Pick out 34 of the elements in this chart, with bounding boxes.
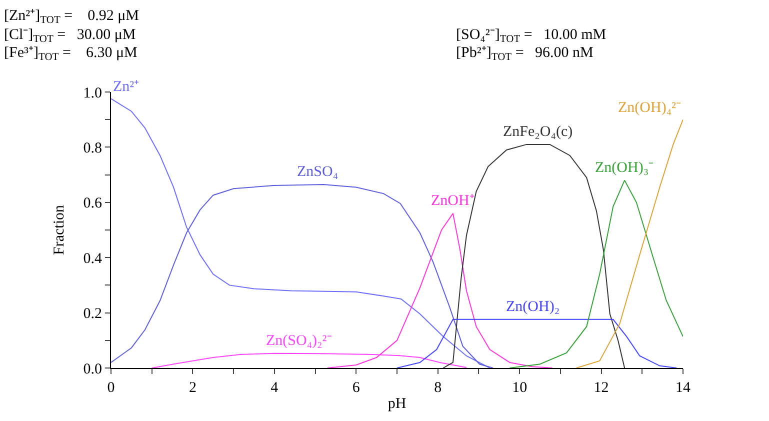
line-series <box>396 318 677 368</box>
y-tick-label: 0.6 <box>83 196 102 212</box>
y-tick-label: 0.0 <box>83 361 102 378</box>
text: [Pb²⁺]$_{TOT}$ = 96.00 nM <box>456 45 594 64</box>
series-label: ZnSO₄ <box>297 164 338 180</box>
text: [Zn²⁺]$_{TOT}$ = 0.92 μM <box>4 8 139 26</box>
text: [Cl⁻]$_{TOT}$ = 30.00 μM <box>4 27 136 46</box>
series-label: Zn(OH)₂ <box>506 299 560 315</box>
x-tick-label: 14 <box>676 380 691 396</box>
x-axis-title: pH <box>388 396 406 412</box>
y-tick-label: 0.2 <box>83 306 102 322</box>
x-tick-label: 0 <box>107 380 115 396</box>
x-tick-label: 8 <box>434 380 442 396</box>
series-label: Zn²⁺ <box>113 79 140 95</box>
x-tick-label: 10 <box>512 380 528 396</box>
y-tick-label: 1.0 <box>83 85 102 102</box>
series-label: ZnFe₂O₄(c) <box>503 124 573 140</box>
line-series <box>111 98 490 368</box>
x-tick-label: 4 <box>270 380 279 396</box>
y-axis-title: Fraction <box>52 204 68 255</box>
y-tick-label: 0.4 <box>83 250 102 267</box>
x-tick-label: 2 <box>188 380 196 396</box>
line-series <box>576 119 683 368</box>
x-tick-label: 6 <box>352 380 360 396</box>
line-series <box>111 184 494 368</box>
series-label: ZnOH⁺ <box>431 193 474 209</box>
y-tick-label: 0.8 <box>83 140 102 156</box>
series-label: Zn(SO₄)₂²⁻ <box>266 333 332 349</box>
series-label: Zn(OH)₄²⁻ <box>618 100 682 116</box>
series-label: Zn(OH)₃⁻ <box>595 160 654 176</box>
text: [SO₄²⁻]$_{TOT}$ = 10.00 mM <box>456 27 606 46</box>
text: [Fe³⁺]$_{TOT}$ = 6.30 μM <box>4 45 138 64</box>
x-tick-label: 12 <box>594 380 609 396</box>
line-series <box>151 352 467 368</box>
